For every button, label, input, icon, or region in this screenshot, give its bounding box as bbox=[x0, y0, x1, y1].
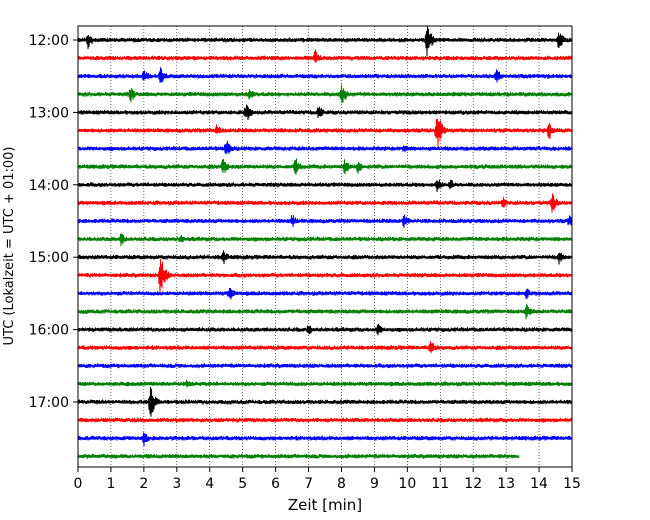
x-axis: 0 1 2 3 4 5 6 7 8 9 10 11 12 13 14 15 bbox=[74, 467, 581, 492]
y-tick-label: 13:00 bbox=[29, 105, 69, 121]
trace-1530 bbox=[77, 287, 573, 300]
x-tick-label: 11 bbox=[431, 476, 449, 492]
trace-1645 bbox=[77, 379, 573, 388]
trace-1600 bbox=[77, 323, 573, 336]
trace-1700 bbox=[77, 386, 573, 417]
x-tick-label: 3 bbox=[172, 476, 181, 492]
y-tick-label: 17:00 bbox=[29, 395, 69, 411]
trace-1445 bbox=[77, 233, 573, 247]
x-tick-label: 0 bbox=[74, 476, 83, 492]
x-tick-label: 12 bbox=[464, 476, 482, 492]
x-tick-label: 14 bbox=[530, 476, 548, 492]
trace-1615 bbox=[77, 341, 573, 354]
y-tick-label: 12:00 bbox=[29, 33, 69, 49]
trace-1245 bbox=[77, 84, 573, 104]
trace-1545 bbox=[77, 303, 573, 320]
x-tick-label: 8 bbox=[337, 476, 346, 492]
x-tick-label: 4 bbox=[205, 476, 214, 492]
x-tick-label: 10 bbox=[398, 476, 416, 492]
x-tick-label: 13 bbox=[497, 476, 515, 492]
x-tick-label: 2 bbox=[139, 476, 148, 492]
trace-1300 bbox=[77, 104, 573, 121]
trace-1715 bbox=[77, 417, 573, 424]
trace-1330 bbox=[77, 140, 573, 155]
trace-1730 bbox=[77, 432, 573, 447]
trace-1215 bbox=[77, 49, 573, 63]
trace-1430 bbox=[77, 214, 573, 228]
trace-1315 bbox=[77, 118, 573, 147]
trace-1500 bbox=[77, 250, 573, 265]
x-tick-label: 1 bbox=[106, 476, 115, 492]
y-axis: 12:00 13:00 14:00 15:00 16:00 17:00 bbox=[29, 33, 78, 411]
x-tick-label: 15 bbox=[563, 476, 581, 492]
y-tick-label: 16:00 bbox=[29, 323, 69, 339]
y-tick-label: 14:00 bbox=[29, 178, 69, 194]
y-tick-label: 15:00 bbox=[29, 250, 69, 266]
trace-1200 bbox=[77, 25, 573, 57]
trace-1230 bbox=[77, 67, 573, 83]
trace-1415 bbox=[77, 193, 573, 213]
y-axis-label: UTC (Lokalzeit = UTC + 01:00) bbox=[2, 147, 17, 346]
trace-1400 bbox=[77, 179, 573, 192]
x-tick-label: 9 bbox=[370, 476, 379, 492]
x-tick-label: 7 bbox=[304, 476, 313, 492]
x-tick-label: 5 bbox=[238, 476, 247, 492]
trace-1345 bbox=[77, 158, 573, 175]
trace-1745 bbox=[77, 453, 520, 460]
plot-frame bbox=[77, 25, 573, 468]
x-axis-label: Zeit [min] bbox=[288, 496, 362, 514]
seismic-traces bbox=[77, 25, 573, 460]
x-tick-label: 6 bbox=[271, 476, 280, 492]
trace-1515 bbox=[77, 258, 573, 293]
trace-1630 bbox=[77, 362, 573, 369]
